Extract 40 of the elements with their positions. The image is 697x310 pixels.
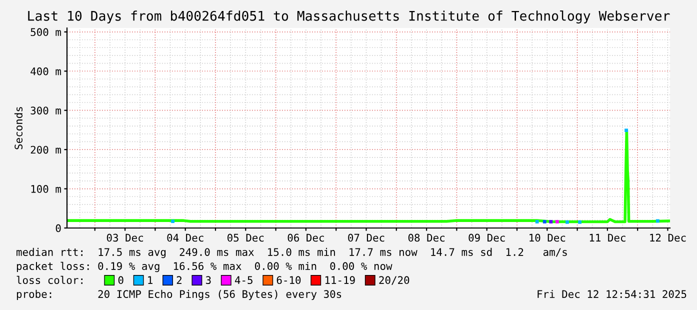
point [555, 220, 559, 224]
text: probe: 20 ICMP Echo Pings (56 Bytes) every 30s [16, 290, 342, 300]
y-tick-label: 400 m [30, 67, 61, 76]
x-tick-label: 11 Dec [590, 234, 626, 242]
x-tick-label: 12 Dec [650, 234, 686, 242]
text: median rtt: 17.5 ms avg 249.0 ms max 15.0 ms min 17.7 ms now 14.7 ms sd 1.2 am/s [16, 248, 567, 258]
text: packet loss: 0.19 % avg 16.56 % max 0.00 % min 0.00 % now [16, 262, 392, 272]
y-tick-label: 200 m [30, 146, 61, 154]
x-tick-label: 06 Dec [288, 234, 324, 242]
y-tick-label: 500 m [30, 28, 61, 36]
x-tick-label: 03 Dec [106, 234, 143, 242]
y-axis-title: Seconds [14, 107, 23, 150]
y-tick-label: 0 [56, 224, 61, 232]
x-tick-label: 07 Dec [348, 234, 384, 242]
legend-title: loss color: [16, 276, 82, 284]
point [171, 220, 174, 224]
point [549, 220, 553, 224]
legend-label: 0 [118, 276, 124, 284]
point [656, 219, 660, 223]
point [542, 220, 546, 224]
x-tick-label: 04 Dec [167, 234, 204, 242]
x-tick-label: 09 Dec [468, 234, 505, 242]
point [566, 220, 569, 224]
legend-label: 2 [176, 276, 182, 284]
legend-label: 11-19 [325, 276, 355, 284]
legend-label: 1 [148, 276, 152, 284]
y-tick-label: 300 m [30, 106, 61, 114]
legend-label: 20/20 [379, 276, 410, 285]
x-tick-label: 10 Dec [530, 234, 566, 242]
point [624, 128, 628, 132]
legend-label: 4-5 [234, 276, 252, 284]
legend-label: 3 [206, 276, 211, 284]
legend-label: 6-10 [276, 276, 301, 284]
x-tick-label: 08 Dec [408, 234, 444, 242]
text: Fri Dec 12 12:54:31 2025 [538, 290, 686, 298]
x-tick-label: 05 Dec [228, 234, 264, 242]
y-tick-label: 100 m [31, 185, 61, 193]
chart-title: Last 10 Days from b400264fd051 to Massachusetts Institute of Technology Webserver [28, 10, 670, 24]
point [535, 220, 539, 224]
point [578, 220, 582, 224]
